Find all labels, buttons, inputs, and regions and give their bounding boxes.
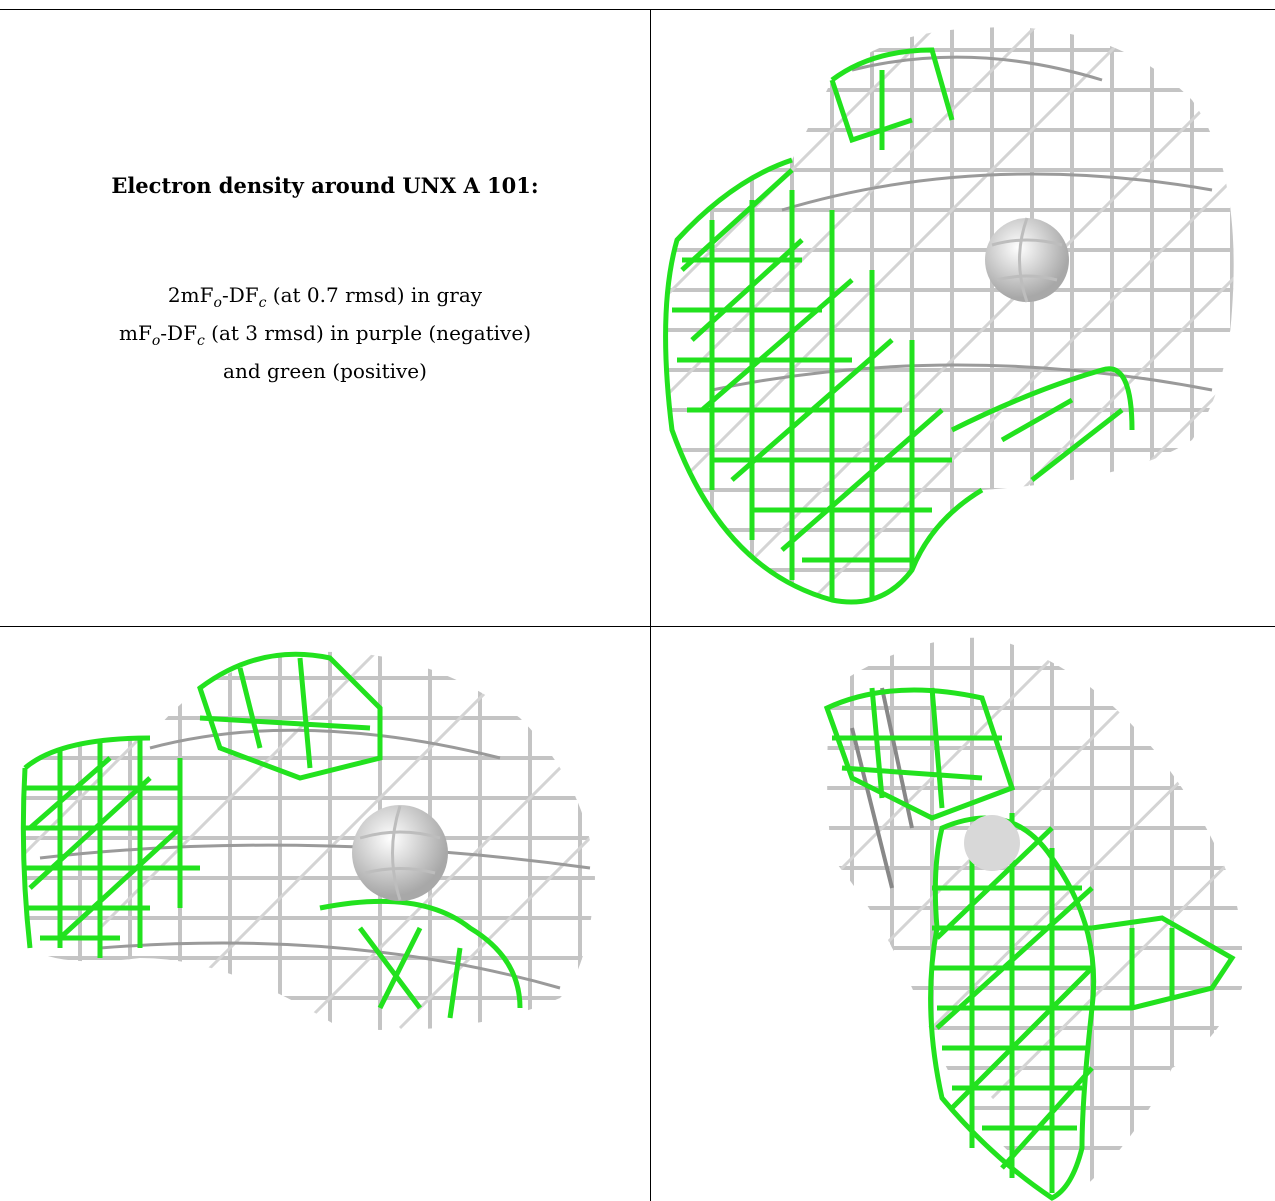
density-view-2 <box>0 628 650 1201</box>
table-border-vertical <box>650 9 651 1201</box>
green-mesh <box>20 651 523 1019</box>
gray-mesh <box>23 651 596 1031</box>
green-mesh <box>663 47 1135 605</box>
density-mesh-view-2 <box>20 651 596 1031</box>
atom-sphere <box>352 805 448 901</box>
map-legend: 2mFo-DFc (at 0.7 rmsd) in gray mFo-DFc (… <box>0 280 650 386</box>
atom-sphere <box>985 217 1069 303</box>
table-border-middle <box>0 626 1275 627</box>
gray-mesh <box>665 27 1234 603</box>
density-view-3 <box>652 628 1274 1201</box>
density-mesh-view-1 <box>663 27 1234 605</box>
legend-2fofc: 2mFo-DFc (at 0.7 rmsd) in gray <box>167 283 483 311</box>
legend-fofc-positive: and green (positive) <box>223 359 427 383</box>
caption-title: Electron density around UNX A 101: <box>111 173 539 198</box>
table-border-top <box>0 9 1275 10</box>
legend-fofc: mFo-DFc (at 3 rmsd) in purple (negative) <box>119 321 531 349</box>
caption-panel: Electron density around UNX A 101: 2mFo-… <box>0 10 650 625</box>
green-mesh <box>823 687 1236 1201</box>
density-mesh-view-3 <box>823 637 1242 1201</box>
density-view-1 <box>652 10 1274 625</box>
atom-sphere <box>964 815 1020 871</box>
